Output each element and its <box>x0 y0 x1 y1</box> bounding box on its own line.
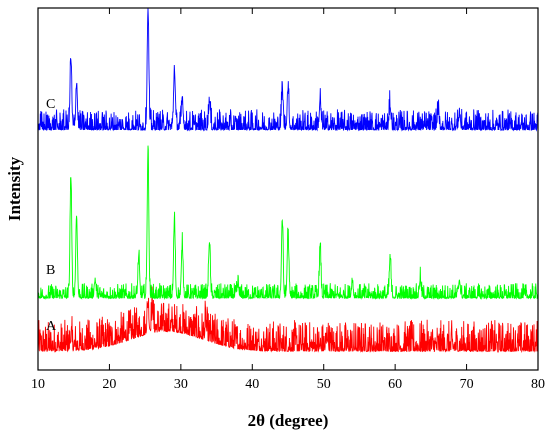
tick-layer: 10 20 30 40 50 60 70 80 <box>31 8 545 392</box>
x-tick-label: 80 <box>531 377 545 392</box>
plot-frame <box>37 7 539 371</box>
x-axis-title: 2θ (degree) <box>248 411 329 430</box>
x-tick-label: 10 <box>31 377 45 392</box>
series-label-a: A <box>46 319 57 334</box>
x-tick-label: 70 <box>460 377 474 392</box>
series-line-a <box>37 286 539 354</box>
series-line-c <box>37 7 539 132</box>
x-tick-label: 20 <box>102 377 116 392</box>
series-label-c: C <box>46 97 55 112</box>
plot-layer: A B C <box>37 7 539 354</box>
series-line-b <box>37 145 539 301</box>
x-tick-label: 40 <box>245 377 259 392</box>
series-label-b: B <box>46 263 55 278</box>
x-tick-label: 60 <box>388 377 402 392</box>
x-tick-label: 30 <box>174 377 188 392</box>
x-tick-label: 50 <box>317 377 331 392</box>
y-axis-title: Intensity <box>5 156 24 221</box>
